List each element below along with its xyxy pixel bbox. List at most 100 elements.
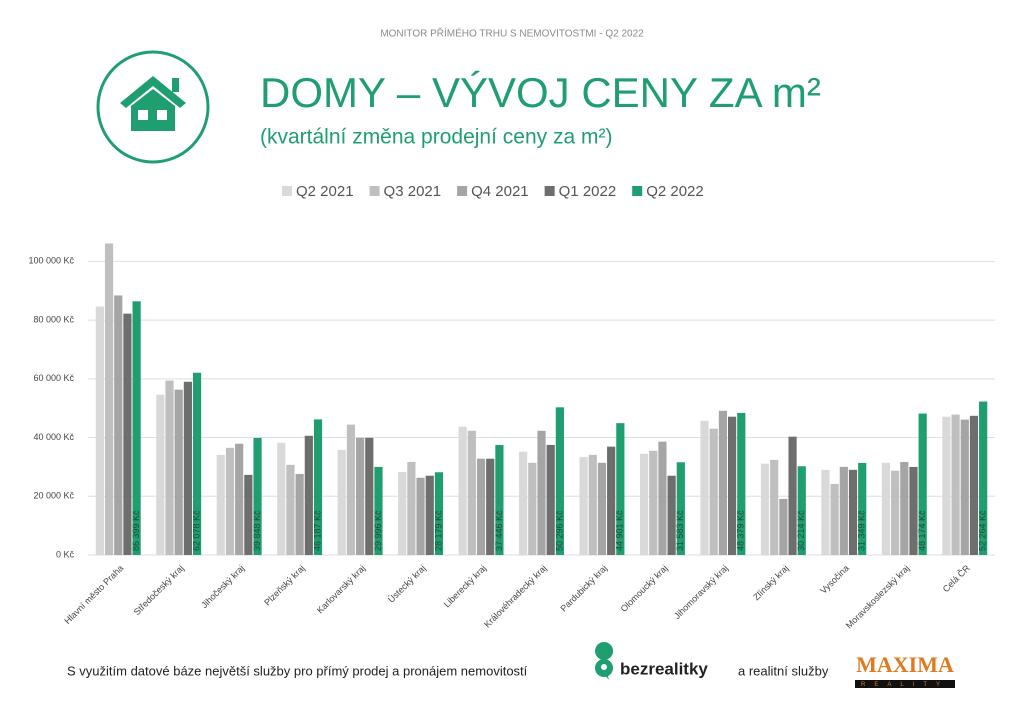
value-label: 62 078 Kč	[191, 510, 201, 551]
x-tick-label: Jihomoravský kraj	[672, 563, 730, 621]
bar	[979, 401, 988, 555]
value-label: 44 901 Kč	[615, 510, 625, 551]
bar	[434, 472, 444, 555]
legend: Q2 2021 Q3 2021 Q4 2021 Q1 2022 Q2 2022	[282, 183, 704, 200]
x-tick-label: Středočeský kraj	[132, 563, 186, 617]
bar	[295, 473, 304, 555]
y-tick-label: 0 Kč	[56, 549, 75, 559]
value-label: 28 179 Kč	[433, 510, 443, 551]
bar	[174, 389, 183, 555]
bar	[192, 372, 202, 555]
bar	[770, 459, 779, 555]
bar	[356, 437, 365, 555]
bar	[528, 462, 537, 555]
bar	[788, 436, 797, 555]
bar	[286, 464, 295, 555]
x-tick-label: Pardubický kraj	[558, 563, 609, 614]
x-tick-label: Vysočina	[818, 563, 851, 596]
bar	[95, 306, 104, 555]
bar	[797, 466, 806, 555]
bar	[779, 498, 788, 555]
x-tick-label: Celá ČR	[941, 563, 972, 594]
bar	[579, 456, 588, 555]
bar	[467, 430, 476, 555]
bar	[183, 381, 192, 555]
chart-subtitle: (kvartální změna prodejní ceny za m²)	[260, 126, 612, 149]
bar	[649, 450, 658, 555]
legend-swatch	[632, 186, 643, 196]
value-label: 86 399 Kč	[131, 510, 141, 551]
x-tick-label: Královéhradecký kraj	[482, 563, 549, 630]
legend-label: Q3 2021	[384, 183, 442, 200]
y-tick-label: 80 000 Kč	[33, 314, 74, 324]
bar	[639, 453, 649, 555]
bar	[104, 243, 114, 555]
value-label: 31 583 Kč	[675, 510, 685, 551]
bar	[839, 466, 848, 555]
bar	[918, 413, 927, 555]
bar	[881, 462, 891, 555]
plot: 0 Kč 20 000 Kč 40 000 Kč 60 000 Kč 80 000 Kč…	[28, 243, 995, 631]
bar	[244, 474, 253, 555]
value-label: 39 848 Kč	[252, 510, 262, 551]
bar	[555, 407, 564, 555]
bar	[365, 437, 374, 555]
bar	[942, 416, 951, 555]
x-tick-label: Olomoucký kraj	[619, 563, 670, 614]
y-tick-label: 60 000 Kč	[33, 373, 74, 383]
x-tick-label: Hlavní město Praha	[62, 563, 125, 626]
footer: S využitím datové báze největší služby p…	[67, 642, 955, 688]
bar	[891, 470, 900, 555]
bar	[830, 483, 839, 555]
bar	[458, 426, 467, 555]
bar	[951, 414, 960, 555]
bar	[114, 295, 123, 555]
footer-connector: a realitní služby	[738, 663, 829, 678]
bar	[337, 449, 346, 555]
bar	[960, 419, 969, 555]
bar	[597, 462, 607, 555]
value-label: 50 296 Kč	[554, 510, 564, 551]
bar	[253, 437, 262, 555]
legend-label: Q2 2022	[646, 183, 704, 200]
bar	[495, 445, 504, 555]
value-label: 48 379 Kč	[736, 510, 746, 551]
x-tick-label: Liberecký kraj	[442, 563, 488, 609]
bar	[519, 451, 528, 555]
bar	[416, 477, 425, 555]
y-tick-label: 40 000 Kč	[33, 432, 74, 442]
maxima-logo: MAXIMA	[856, 652, 954, 677]
legend-swatch	[544, 186, 555, 196]
bar	[700, 420, 709, 555]
bar	[760, 463, 770, 555]
legend-swatch	[369, 186, 380, 196]
bar	[848, 469, 858, 555]
bar	[476, 458, 486, 555]
x-tick-label: Ústecký kraj	[386, 563, 428, 605]
x-tick-label: Plzeňský kraj	[262, 563, 307, 608]
maxima-sub: REALITY	[861, 682, 949, 688]
bar	[821, 469, 830, 555]
bar	[676, 462, 685, 555]
x-tick-label: Jihočeský kraj	[199, 563, 246, 610]
bar	[346, 424, 356, 555]
bar	[156, 394, 165, 555]
bar	[398, 471, 407, 555]
x-tick-label: Moravskoslezský kraj	[844, 563, 912, 631]
bar	[900, 461, 909, 555]
bar	[425, 475, 434, 555]
footer-text: S využitím datové báze největší služby p…	[67, 663, 528, 678]
bar	[858, 462, 867, 555]
x-tick-label: Zlínský kraj	[751, 563, 790, 602]
header: MONITOR PŘÍMÉHO TRHU S NEMOVITOSTMI - Q2…	[380, 27, 644, 40]
x-tick-label: Karlovarský kraj	[315, 563, 367, 615]
bar	[304, 435, 313, 555]
bar	[225, 447, 235, 555]
bar	[718, 410, 727, 555]
value-label: 30 214 Kč	[796, 510, 806, 551]
bar	[313, 419, 323, 555]
bar	[277, 442, 286, 555]
bar	[588, 454, 597, 555]
legend-label: Q4 2021	[471, 183, 529, 200]
